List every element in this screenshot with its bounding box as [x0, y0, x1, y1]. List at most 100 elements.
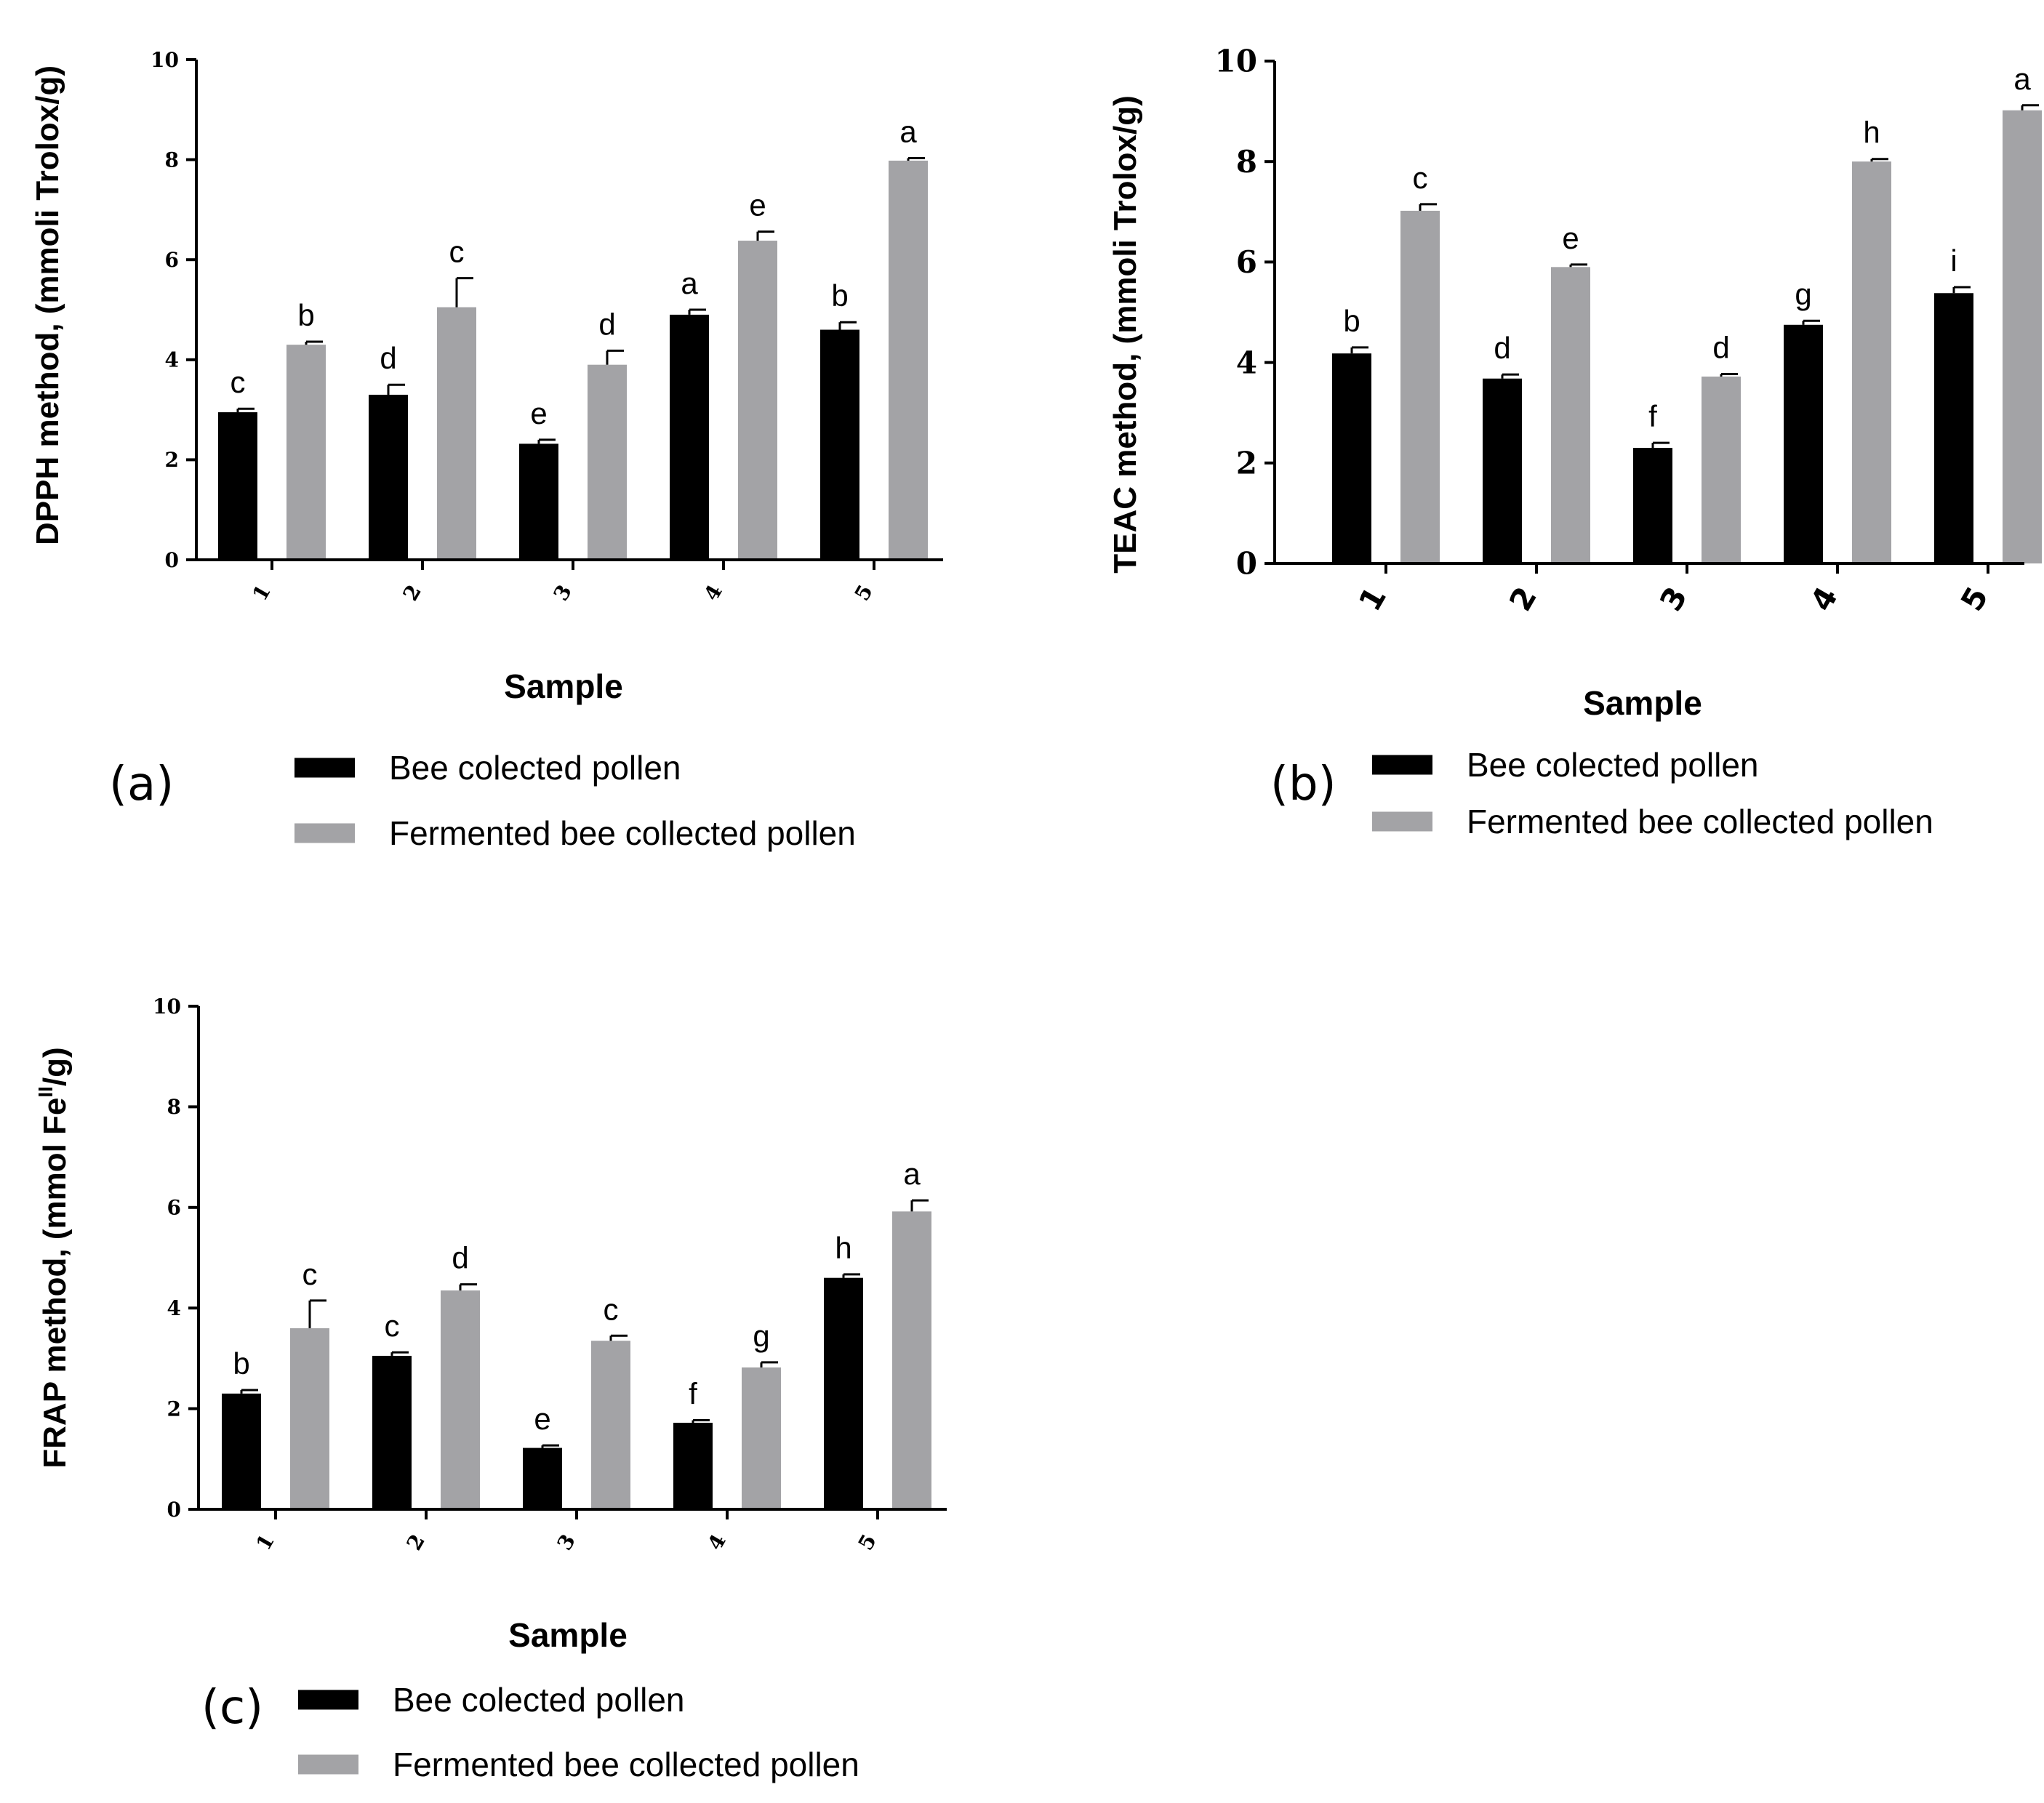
x-tick-label: 3: [553, 1530, 580, 1554]
significance-letter: h: [1863, 116, 1880, 150]
bar: [1852, 161, 1891, 563]
significance-letter: f: [1648, 399, 1657, 433]
x-tick-label: 5: [1954, 581, 1995, 617]
x-tick-label: 5: [850, 581, 878, 605]
legend: Bee colected pollen Fermented bee collect…: [1372, 746, 1933, 840]
significance-letter: d: [1712, 330, 1729, 364]
legend-swatch: [294, 758, 355, 778]
x-tick-label: 5: [854, 1530, 881, 1554]
chart-panel-3: 0 2 4 6 8 10 b c e f h c d c g a 1 2 3 4 5 FRAP method, (mmol…: [34, 995, 947, 1783]
significance-letter: c: [449, 235, 465, 269]
y-axis-label-tail: /g): [37, 1047, 73, 1086]
y-axis-label: TEAC method, (mmoli Trolox/g): [1107, 95, 1143, 574]
legend-swatch: [294, 823, 355, 843]
legend-swatch: [298, 1690, 358, 1710]
y-axis-label: FRAP method, (mmol FeII/g): [34, 1047, 73, 1468]
y-tick-label: 10: [1215, 44, 1257, 79]
y-tick-label: 4: [1236, 345, 1257, 380]
y-tick-label: 10: [151, 48, 179, 72]
significance-letter: b: [831, 278, 848, 313]
y-tick-label: 6: [165, 248, 179, 272]
y-axis-label-superscript: II: [34, 1086, 57, 1098]
y-tick-label: 6: [1236, 244, 1257, 280]
legend-label: Bee colected pollen: [393, 1681, 685, 1719]
y-tick-label: 0: [167, 1498, 181, 1522]
significance-letter: a: [2013, 62, 2031, 96]
bar: [1332, 353, 1371, 563]
bar: [591, 1341, 630, 1509]
significance-letter: b: [1343, 304, 1360, 338]
bar: [892, 1211, 931, 1509]
bar: [286, 345, 326, 560]
x-axis-label: Sample: [508, 1616, 628, 1654]
chart-panel-1: 0 2 4 6 8 10 c d e a b b c d e a 1 2 3 4 5 DPPH method, (mmol…: [30, 48, 943, 852]
significance-letter: d: [598, 307, 615, 341]
significance-letter: a: [903, 1157, 921, 1191]
y-tick-label: 0: [165, 548, 179, 572]
significance-letter: a: [681, 266, 698, 300]
legend-label: Bee colected pollen: [1467, 746, 1759, 784]
x-tick-label: 4: [703, 1530, 731, 1554]
bar: [670, 314, 709, 560]
bar: [519, 443, 558, 560]
y-tick-label: 8: [167, 1095, 181, 1119]
legend-label: Fermented bee collected pollen: [393, 1746, 859, 1783]
bar: [2003, 110, 2042, 563]
significance-letter: d: [380, 341, 396, 375]
panel-label: (c): [201, 1681, 263, 1735]
y-tick-label: 6: [167, 1196, 181, 1220]
bar: [218, 412, 257, 560]
significance-letter: a: [899, 115, 917, 149]
bar: [1483, 378, 1522, 563]
x-tick-label: 1: [252, 1530, 279, 1554]
x-tick-label: 2: [1502, 581, 1544, 617]
chart-panel-2: 0 2 4 6 8 10 b d f g i c e d h a 1 2 3 4 5 TEAC method, (mmol…: [1107, 44, 2042, 840]
bar: [441, 1290, 480, 1509]
x-tick-label: 3: [1653, 581, 1694, 617]
legend-swatch: [1372, 811, 1432, 832]
significance-letter: e: [530, 396, 547, 430]
bar: [673, 1422, 713, 1509]
y-tick-label: 2: [1236, 446, 1257, 481]
bar: [290, 1328, 329, 1509]
significance-letter: f: [689, 1377, 697, 1411]
x-tick-label: 3: [549, 581, 577, 605]
bar: [1400, 210, 1440, 563]
significance-letter: e: [1562, 221, 1579, 255]
bar: [1551, 267, 1590, 563]
x-axis-label: Sample: [1583, 684, 1702, 722]
bar: [1702, 376, 1741, 563]
legend-label: Bee colected pollen: [389, 749, 681, 787]
x-tick-label: 2: [402, 1530, 430, 1554]
significance-letter: g: [753, 1319, 769, 1353]
significance-letter: h: [835, 1231, 851, 1265]
significance-letter: b: [233, 1346, 249, 1381]
x-tick-label: 2: [398, 581, 426, 605]
bar: [369, 394, 408, 560]
significance-letter: g: [1795, 277, 1811, 311]
legend: Bee colected pollen Fermented bee collect…: [294, 749, 856, 852]
y-tick-label: 10: [153, 995, 181, 1019]
panel-label: (b): [1270, 758, 1336, 811]
bar: [437, 307, 476, 560]
y-axis-label: DPPH method, (mmoli Trolox/g): [30, 65, 65, 545]
bar: [1934, 293, 1973, 563]
significance-letter: c: [385, 1309, 400, 1343]
significance-letter: e: [749, 188, 766, 222]
significance-letter: c: [231, 365, 246, 399]
bar: [1784, 324, 1823, 563]
y-tick-label: 8: [1236, 144, 1257, 180]
bar: [820, 329, 859, 560]
significance-letter: c: [604, 1292, 619, 1326]
bar: [523, 1447, 562, 1509]
significance-letter: d: [452, 1241, 468, 1275]
bar: [742, 1367, 781, 1509]
significance-letter: d: [1494, 331, 1510, 365]
significance-letter: b: [297, 298, 314, 332]
x-axis-label: Sample: [504, 667, 623, 705]
y-tick-label: 2: [167, 1397, 181, 1421]
x-tick-label: 1: [1352, 581, 1393, 617]
y-tick-label: 4: [167, 1296, 181, 1320]
y-axis-label-main: FRAP method, (mmol Fe: [37, 1098, 73, 1469]
